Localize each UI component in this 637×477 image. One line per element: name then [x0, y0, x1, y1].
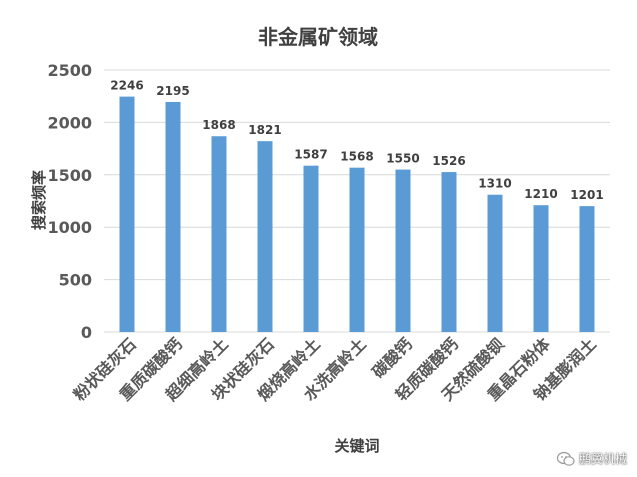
x-axis-label: 关键词 [334, 437, 379, 455]
y-tick-label: 500 [59, 271, 92, 290]
data-label: 2195 [156, 84, 189, 98]
data-label: 1550 [386, 152, 419, 166]
data-labels: 2246 2195 1868 1821 1587 1568 1550 1526 1310 1210… [110, 79, 603, 203]
bar [211, 136, 227, 332]
data-label: 1210 [524, 187, 557, 201]
bar [119, 96, 135, 332]
bar [533, 205, 549, 332]
bar [349, 167, 365, 332]
bar [441, 172, 457, 332]
watermark-text: 鹏翼机械 [578, 452, 627, 466]
bar [579, 206, 595, 332]
watermark: 鹏翼机械 [556, 450, 627, 467]
y-tick-label: 2500 [47, 61, 92, 80]
y-tick-label: 1000 [47, 218, 92, 237]
data-label: 1821 [248, 123, 281, 137]
data-label: 2246 [110, 79, 143, 93]
data-label: 1868 [202, 118, 235, 132]
data-label: 1310 [478, 177, 511, 191]
data-label: 1201 [570, 188, 603, 202]
y-tick-label: 0 [81, 323, 92, 342]
x-tick-labels: 粉状硅灰石重质碳酸钙超细高岭土块状硅灰石煅烧高岭土水洗高岭土碳酸钙轻质碳酸钙天然… [70, 334, 600, 405]
bar [487, 194, 503, 332]
data-label: 1526 [432, 154, 465, 168]
y-tick-label: 2000 [47, 113, 92, 132]
bar [257, 141, 273, 332]
bars [119, 96, 595, 333]
y-axis-label: 搜索频率 [30, 170, 48, 230]
bar [395, 169, 411, 332]
data-label: 1587 [294, 148, 327, 162]
chart-title: 非金属矿领域 [258, 25, 378, 49]
y-tick-labels: 0 500 1000 1500 2000 2500 [47, 61, 92, 342]
bar [165, 101, 181, 333]
bar [303, 165, 319, 332]
data-label: 1568 [340, 150, 373, 164]
wechat-icon [556, 451, 575, 466]
y-tick-label: 1500 [47, 166, 92, 185]
